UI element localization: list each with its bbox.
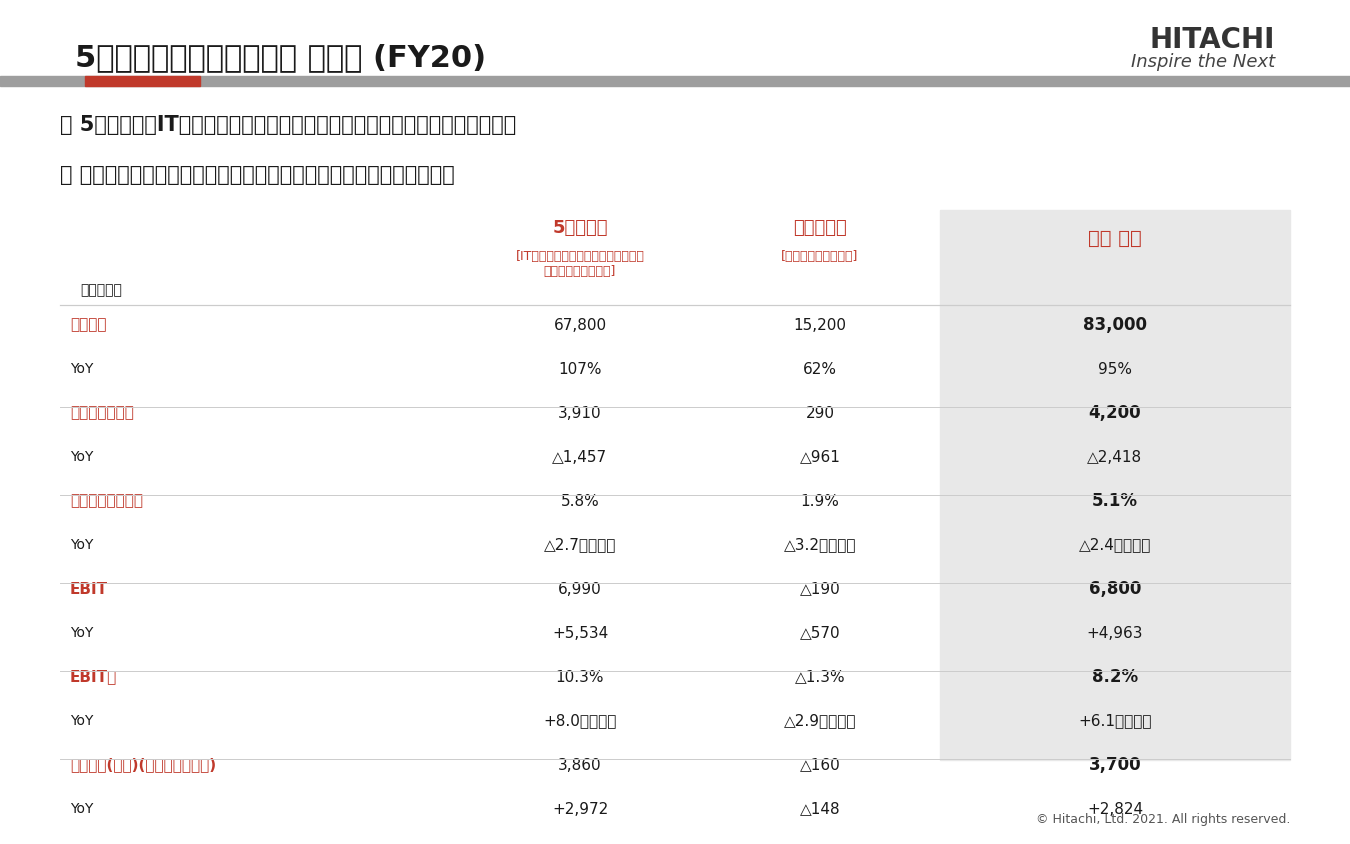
- Text: △1,457: △1,457: [552, 450, 608, 464]
- Text: 15,200: 15,200: [794, 317, 846, 333]
- Text: YoY: YoY: [70, 450, 93, 464]
- Text: HITACHI: HITACHI: [1150, 26, 1274, 54]
- Text: 上場子会社: 上場子会社: [794, 219, 846, 237]
- Text: 6,800: 6,800: [1089, 580, 1141, 598]
- Text: △160: △160: [799, 758, 840, 772]
- Text: EBIT率: EBIT率: [70, 669, 117, 684]
- Text: △961: △961: [799, 450, 841, 464]
- Text: △190: △190: [799, 582, 840, 597]
- Text: YoY: YoY: [70, 538, 93, 552]
- Text: 6,990: 6,990: [558, 582, 602, 597]
- Text: △2.4ポイント: △2.4ポイント: [1079, 538, 1152, 553]
- Text: 5.8%: 5.8%: [560, 494, 599, 508]
- Text: 10.3%: 10.3%: [556, 669, 605, 684]
- Text: 5セクター: 5セクター: [552, 219, 608, 237]
- Text: EBIT: EBIT: [70, 582, 108, 597]
- Text: 62%: 62%: [803, 361, 837, 376]
- Bar: [940, 210, 1291, 760]
- Text: 3,700: 3,700: [1088, 756, 1141, 774]
- Text: YoY: YoY: [70, 802, 93, 816]
- Text: +2,824: +2,824: [1087, 802, 1143, 816]
- Text: YoY: YoY: [70, 626, 93, 640]
- Text: 売上収益: 売上収益: [70, 317, 107, 333]
- Text: 調整後営業利益率: 調整後営業利益率: [70, 494, 143, 508]
- Text: 調整後営業利益: 調整後営業利益: [70, 405, 134, 420]
- Text: 67,800: 67,800: [554, 317, 606, 333]
- Text: 83,000: 83,000: [1083, 316, 1148, 334]
- Text: 単位：億円: 単位：億円: [80, 283, 122, 297]
- Text: △148: △148: [799, 802, 840, 816]
- Bar: [0, 76, 1350, 86]
- Text: © Hitachi, Ltd. 2021. All rights reserved.: © Hitachi, Ltd. 2021. All rights reserve…: [1035, 814, 1291, 826]
- Text: ・ 5セクター：ITセグメント、インダストリーセグメントは見通しを上方修正: ・ 5セクター：ITセグメント、インダストリーセグメントは見通しを上方修正: [59, 115, 516, 135]
- Text: △3.2ポイント: △3.2ポイント: [784, 538, 856, 553]
- Text: 3,860: 3,860: [558, 758, 602, 772]
- Text: △2.7ポイント: △2.7ポイント: [544, 538, 616, 553]
- Text: +4,963: +4,963: [1087, 625, 1143, 641]
- Text: 8.2%: 8.2%: [1092, 668, 1138, 686]
- Text: ・ 上場子会社：市況の回復・収益改善施策により日立金属が上方修正: ・ 上場子会社：市況の回復・収益改善施策により日立金属が上方修正: [59, 165, 455, 185]
- Text: 107%: 107%: [559, 361, 602, 376]
- Text: 3,910: 3,910: [558, 405, 602, 420]
- Bar: [85, 76, 200, 86]
- Text: △570: △570: [799, 625, 840, 641]
- Text: +5,534: +5,534: [552, 625, 608, 641]
- Text: +8.0ポイント: +8.0ポイント: [543, 713, 617, 728]
- Text: 当期利益(損失)(親会社株主帰属): 当期利益(損失)(親会社株主帰属): [70, 758, 216, 772]
- Text: △2,418: △2,418: [1088, 450, 1142, 464]
- Text: 95%: 95%: [1098, 361, 1133, 376]
- Text: △2.9ポイント: △2.9ポイント: [784, 713, 856, 728]
- Text: 1.9%: 1.9%: [801, 494, 840, 508]
- Text: 5.1%: 5.1%: [1092, 492, 1138, 510]
- Text: +6.1ポイント: +6.1ポイント: [1079, 713, 1152, 728]
- Text: YoY: YoY: [70, 362, 93, 376]
- Text: △1.3%: △1.3%: [795, 669, 845, 684]
- Text: YoY: YoY: [70, 714, 93, 728]
- Text: 連結 合計: 連結 合計: [1088, 229, 1142, 247]
- Text: [IT、エネルギー、インダストリー、
モビリティ、ライフ]: [IT、エネルギー、インダストリー、 モビリティ、ライフ]: [516, 250, 644, 278]
- Text: Inspire the Next: Inspire the Next: [1131, 53, 1274, 71]
- Text: [日立建機、日立金属]: [日立建機、日立金属]: [782, 250, 859, 263]
- Text: 4,200: 4,200: [1088, 404, 1141, 422]
- Text: 290: 290: [806, 405, 834, 420]
- Text: +2,972: +2,972: [552, 802, 608, 816]
- Text: 5セクター・上場子会社別 見通し (FY20): 5セクター・上場子会社別 見通し (FY20): [76, 44, 486, 73]
